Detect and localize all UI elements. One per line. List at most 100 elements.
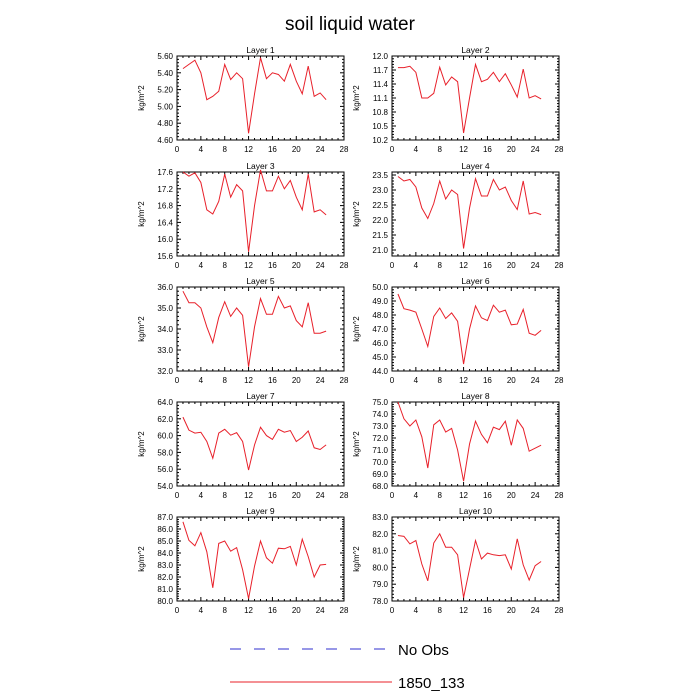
x-tick-label: 0 [390, 145, 395, 154]
x-tick-label: 28 [340, 376, 349, 385]
y-tick-label: 74.0 [372, 410, 388, 419]
panel-layer-6: Layer 6 kg/m^2 0 4 8 12 16 20 24 28 44.0 45.0 46.0 47… [352, 276, 564, 385]
y-tick-label: 11.4 [373, 80, 389, 89]
panel-title: Layer 8 [461, 391, 490, 401]
y-tick-label: 84.0 [157, 549, 173, 558]
panel-layer-1: Layer 1 kg/m^2 0 4 8 12 16 20 24 28 4.60 4.80 5.00 5.… [137, 45, 349, 154]
x-tick-label: 28 [340, 491, 349, 500]
chart-panels: Layer 1 kg/m^2 0 4 8 12 16 20 24 28 4.60 4.80 5.00 5.… [137, 45, 564, 615]
y-tick-label: 83.0 [372, 513, 388, 522]
plot-frame [391, 401, 560, 487]
x-tick-label: 16 [268, 145, 277, 154]
x-tick-label: 8 [437, 145, 442, 154]
x-tick-label: 24 [316, 491, 325, 500]
y-tick-label: 21.0 [372, 246, 388, 255]
series-line-1850-133 [182, 416, 327, 471]
series-line-1850-133 [397, 293, 542, 365]
x-tick-label: 4 [414, 376, 419, 385]
y-tick-label: 36.0 [157, 283, 173, 292]
x-tick-label: 12 [459, 376, 468, 385]
x-tick-label: 4 [414, 145, 419, 154]
x-tick-label: 24 [316, 606, 325, 615]
x-tick-label: 24 [531, 376, 540, 385]
panel-layer-9: Layer 9 kg/m^2 0 4 8 12 16 20 24 28 80.0 81.0 82.0 83… [137, 506, 349, 615]
x-tick-label: 16 [483, 491, 492, 500]
y-tick-label: 49.0 [372, 297, 388, 306]
y-tick-label: 75.0 [372, 398, 388, 407]
x-tick-label: 28 [555, 491, 564, 500]
plot-frame [176, 516, 345, 602]
y-tick-label: 45.0 [372, 353, 388, 362]
x-tick-label: 0 [390, 376, 395, 385]
x-tick-label: 20 [507, 145, 516, 154]
panel-title: Layer 3 [246, 161, 275, 171]
x-tick-label: 16 [483, 606, 492, 615]
x-tick-label: 0 [390, 606, 395, 615]
x-tick-label: 12 [244, 145, 253, 154]
x-tick-label: 0 [175, 145, 180, 154]
panel-layer-10: Layer 10 kg/m^2 0 4 8 12 16 20 24 28 78.0 79.0 80.0 8… [352, 506, 564, 615]
y-tick-label: 35.0 [157, 304, 173, 313]
x-tick-label: 12 [459, 491, 468, 500]
x-tick-label: 16 [268, 261, 277, 270]
x-tick-label: 8 [222, 491, 227, 500]
y-tick-label: 15.6 [157, 252, 173, 261]
panel-layer-4: Layer 4 kg/m^2 0 4 8 12 16 20 24 28 21.0 21.5 22.0 22… [352, 161, 564, 270]
y-tick-label: 79.0 [372, 580, 388, 589]
y-tick-label: 16.8 [157, 202, 173, 211]
x-tick-label: 16 [483, 261, 492, 270]
x-tick-label: 28 [555, 606, 564, 615]
x-tick-label: 8 [222, 606, 227, 615]
x-tick-label: 4 [199, 606, 204, 615]
y-tick-label: 4.60 [157, 136, 173, 145]
y-tick-label: 48.0 [372, 311, 388, 320]
y-tick-label: 22.5 [372, 201, 388, 210]
y-axis-label: kg/m^2 [352, 431, 361, 457]
x-tick-label: 24 [316, 376, 325, 385]
plot-frame [176, 55, 345, 141]
x-tick-label: 12 [244, 376, 253, 385]
panel-layer-2: Layer 2 kg/m^2 0 4 8 12 16 20 24 28 10.2 10.5 10.8 11… [352, 45, 564, 154]
panel-layer-3: Layer 3 kg/m^2 0 4 8 12 16 20 24 28 15.6 16.0 16.4 16… [137, 161, 349, 270]
panel-title: Layer 1 [246, 45, 275, 55]
x-tick-label: 24 [531, 606, 540, 615]
x-tick-label: 4 [199, 376, 204, 385]
x-tick-label: 16 [483, 145, 492, 154]
x-tick-label: 0 [175, 261, 180, 270]
x-tick-label: 12 [459, 145, 468, 154]
y-tick-label: 4.80 [157, 119, 173, 128]
panel-layer-8: Layer 8 kg/m^2 0 4 8 12 16 20 24 28 68.0 69.0 70.0 71… [352, 391, 564, 500]
x-tick-label: 0 [390, 491, 395, 500]
panel-title: Layer 9 [246, 506, 275, 516]
y-axis-label: kg/m^2 [352, 546, 361, 572]
y-tick-label: 50.0 [372, 283, 388, 292]
y-tick-label: 32.0 [157, 367, 173, 376]
y-tick-label: 70.0 [372, 458, 388, 467]
x-tick-label: 8 [437, 491, 442, 500]
y-tick-label: 86.0 [157, 525, 173, 534]
x-tick-label: 20 [292, 261, 301, 270]
y-tick-label: 21.5 [372, 231, 388, 240]
panel-layer-5: Layer 5 kg/m^2 0 4 8 12 16 20 24 28 32.0 33.0 34.0 35… [137, 276, 349, 385]
plot-frame [176, 401, 345, 487]
y-tick-label: 60.0 [157, 432, 173, 441]
x-tick-label: 8 [437, 606, 442, 615]
x-tick-label: 20 [507, 606, 516, 615]
x-tick-label: 20 [292, 145, 301, 154]
y-tick-label: 11.7 [373, 66, 389, 75]
x-tick-label: 20 [292, 606, 301, 615]
x-tick-label: 28 [555, 261, 564, 270]
x-tick-label: 28 [555, 376, 564, 385]
y-axis-label: kg/m^2 [352, 316, 361, 342]
y-tick-label: 5.40 [157, 69, 173, 78]
plot-frame [391, 516, 560, 602]
x-tick-label: 4 [199, 491, 204, 500]
x-tick-label: 4 [414, 261, 419, 270]
x-tick-label: 20 [507, 491, 516, 500]
y-tick-label: 47.0 [372, 325, 388, 334]
series-line-1850-133 [397, 62, 542, 134]
plot-frame [176, 171, 345, 257]
figure-title: soil liquid water [285, 14, 416, 35]
x-tick-label: 28 [340, 606, 349, 615]
